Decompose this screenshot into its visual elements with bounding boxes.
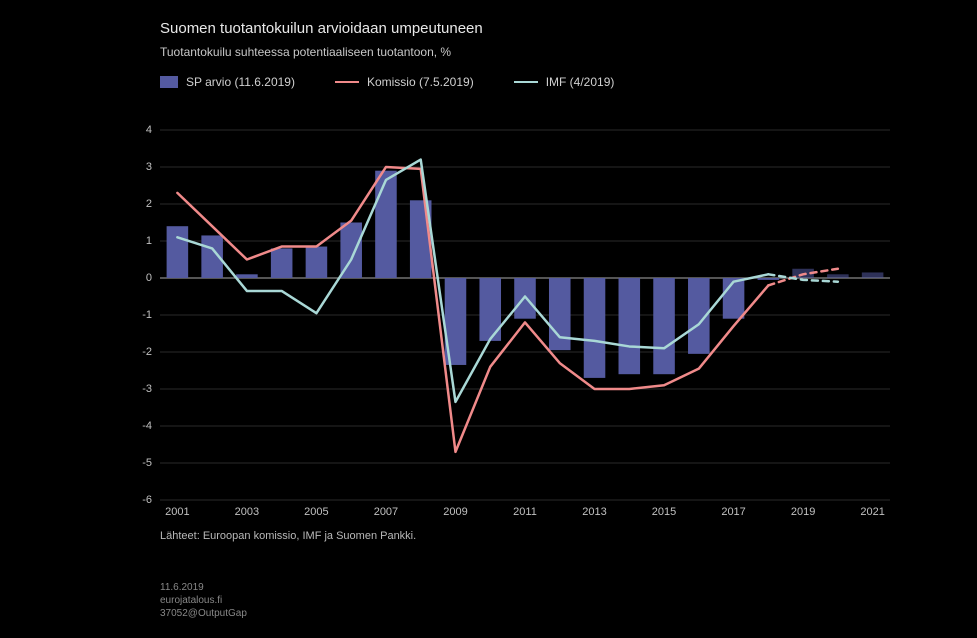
plot-area: -6-5-4-3-2-10123420012003200520072009201… [160, 130, 890, 500]
chart-container: Suomen tuotantokuilun arvioidaan umpeutu… [0, 0, 977, 638]
sources-label: Lähteet: Euroopan komissio, IMF ja Suome… [160, 530, 416, 542]
legend-item-imf: IMF (4/2019) [514, 75, 615, 89]
legend-label: SP arvio (11.6.2019) [186, 75, 295, 89]
y-tick-label: -5 [122, 457, 152, 469]
y-tick-label: -4 [122, 420, 152, 432]
y-tick-label: 3 [122, 161, 152, 173]
legend-swatch-line [514, 81, 538, 83]
bar [306, 247, 328, 278]
footer-site: eurojatalous.fi [160, 594, 247, 607]
bar [584, 278, 606, 378]
y-tick-label: 4 [122, 124, 152, 136]
bar [236, 274, 258, 278]
y-tick-label: 2 [122, 198, 152, 210]
bar [862, 272, 884, 278]
x-tick-label: 2011 [513, 506, 537, 518]
x-tick-label: 2019 [791, 506, 815, 518]
x-tick-label: 2015 [652, 506, 676, 518]
chart-svg [160, 130, 890, 500]
footer-date: 11.6.2019 [160, 581, 247, 594]
legend-swatch-bar [160, 76, 178, 88]
bar [549, 278, 571, 350]
x-tick-label: 2021 [860, 506, 884, 518]
footer: 11.6.2019 eurojatalous.fi 37052@OutputGa… [160, 581, 247, 620]
x-tick-label: 2007 [374, 506, 398, 518]
bar [167, 226, 189, 278]
y-tick-label: 1 [122, 235, 152, 247]
x-tick-label: 2003 [235, 506, 259, 518]
bar [723, 278, 745, 319]
line-imf [177, 160, 768, 402]
bar [758, 278, 780, 280]
legend-label: IMF (4/2019) [546, 75, 615, 89]
y-tick-label: 0 [122, 272, 152, 284]
x-tick-label: 2013 [582, 506, 606, 518]
legend-swatch-line [335, 81, 359, 83]
chart-title: Suomen tuotantokuilun arvioidaan umpeutu… [160, 20, 483, 37]
x-tick-label: 2001 [165, 506, 189, 518]
bar [827, 274, 849, 278]
legend-item-komissio: Komissio (7.5.2019) [335, 75, 474, 89]
x-tick-label: 2005 [304, 506, 328, 518]
chart-subtitle: Tuotantokuilu suhteessa potentiaaliseen … [160, 45, 451, 59]
x-tick-label: 2017 [721, 506, 745, 518]
y-tick-label: -3 [122, 383, 152, 395]
footer-code: 37052@OutputGap [160, 607, 247, 620]
line-komissio [177, 167, 768, 452]
y-tick-label: -2 [122, 346, 152, 358]
bar [653, 278, 675, 374]
y-tick-label: -1 [122, 309, 152, 321]
legend-label: Komissio (7.5.2019) [367, 75, 474, 89]
bar [271, 248, 293, 278]
x-tick-label: 2009 [443, 506, 467, 518]
legend: SP arvio (11.6.2019) Komissio (7.5.2019)… [160, 75, 614, 89]
legend-item-sp: SP arvio (11.6.2019) [160, 75, 295, 89]
bar [619, 278, 641, 374]
y-tick-label: -6 [122, 494, 152, 506]
bar [375, 171, 397, 278]
